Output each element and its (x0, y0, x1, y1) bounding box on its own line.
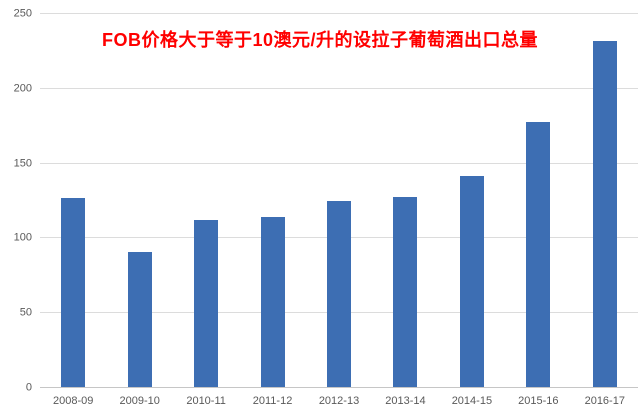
gridline (40, 13, 638, 14)
gridline (40, 87, 638, 89)
bar-2010-11 (194, 220, 219, 388)
y-axis-tick-label: 50 (19, 306, 32, 319)
x-axis-tick-label: 2015-16 (518, 395, 559, 407)
bar-2016-17 (592, 40, 617, 388)
plot-area: 0 50 100 150 200 250 2008-09 2009-10 2010-11 2011… (14, 8, 638, 407)
y-axis-tick-label: 100 (13, 231, 32, 244)
y-axis-tick-label: 150 (13, 157, 32, 170)
x-axis-tick-label: 2011-12 (252, 395, 293, 407)
x-axis-tick-label: 2016-17 (584, 395, 625, 407)
x-axis-tick-label: 2009-10 (119, 395, 160, 407)
x-axis-tick-label: 2012-13 (318, 395, 360, 407)
x-axis-tick-label: 2008-09 (53, 395, 94, 407)
x-axis-tick-label: 2014-15 (451, 395, 493, 407)
x-axis-tick-label: 2010-11 (186, 395, 226, 407)
chart-title: FOB价格大于等于10澳元/升的设拉子葡萄酒出口总量 (101, 30, 538, 50)
bar-2015-16 (526, 121, 551, 388)
gridline (40, 162, 638, 164)
x-axis-line (40, 387, 638, 388)
y-axis-tick-label: 200 (13, 82, 32, 95)
bar-2014-15 (459, 175, 484, 388)
bar-2009-10 (127, 251, 152, 388)
y-axis-tick-label: 250 (13, 7, 32, 20)
bar-2013-14 (393, 196, 418, 388)
bar-2011-12 (260, 217, 285, 388)
x-axis-tick-label: 2013-14 (385, 395, 426, 407)
bar-2008-09 (61, 198, 86, 388)
bar-2012-13 (327, 201, 351, 388)
y-axis-tick-label: 0 (25, 381, 32, 394)
